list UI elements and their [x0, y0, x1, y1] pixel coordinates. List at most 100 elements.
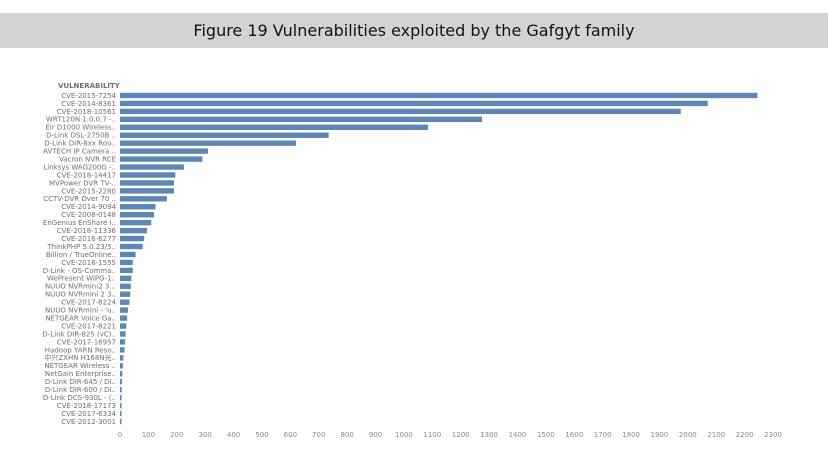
category-label-6: D-Link DIR-8xx Rou.. [44, 140, 116, 148]
bar-21 [120, 259, 133, 266]
bar-7 [120, 148, 209, 154]
category-label-8: Vacron NVR RCE [59, 155, 116, 163]
category-label-3: WRT120N 1.0.0.7 -.. [46, 116, 116, 124]
category-label-21: CVE-2016-1555 [61, 259, 116, 267]
category-label-28: NETGEAR Voice Ga.. [45, 314, 116, 322]
category-label-34: NETGEAR Wireless .. [44, 362, 116, 370]
category-label-1: CVE-2014-8361 [61, 100, 116, 108]
x-tick-label-4: 400 [227, 431, 240, 439]
bar-18 [120, 235, 145, 242]
category-label-18: CVE-2016-6277 [61, 235, 116, 243]
category-label-4: Eir D1000 Wireless.. [45, 124, 116, 132]
category-label-39: CVE-2018-17173 [57, 402, 116, 410]
bar-33 [120, 355, 124, 361]
category-label-40: CVE-2017-6334 [61, 410, 116, 418]
category-label-14: CVE-2014-9094 [61, 203, 116, 211]
category-label-13: CCTV-DVR Over 70 .. [43, 195, 116, 203]
bar-41 [120, 418, 122, 425]
x-tick-label-14: 1400 [509, 431, 527, 439]
x-tick-label-16: 1600 [565, 431, 583, 439]
category-label-35: NetGain Enterprise.. [45, 370, 116, 378]
bar-35 [120, 371, 123, 377]
x-tick-label-2: 200 [170, 431, 183, 439]
category-label-27: NUUO NVRmini - 'u.. [45, 307, 116, 315]
category-label-11: MVPower DVR TV-.. [49, 179, 116, 187]
bar-38 [120, 394, 122, 401]
bar-31 [120, 339, 126, 345]
bar-10 [120, 172, 176, 178]
bar-6 [120, 140, 297, 146]
bar-0 [120, 92, 758, 99]
bar-14 [120, 204, 156, 210]
category-label-38: D-Link DCS-930L - (.. [43, 394, 116, 402]
category-label-15: CVE-2008-0148 [61, 211, 116, 219]
bar-34 [120, 363, 123, 369]
bar-22 [120, 267, 133, 274]
category-label-5: D-Link DSL-2750B .. [46, 132, 116, 140]
bar-9 [120, 164, 184, 170]
bar-37 [120, 386, 122, 393]
x-tick-label-6: 600 [284, 431, 297, 439]
x-tick-label-22: 2200 [736, 431, 754, 439]
bar-5 [120, 132, 329, 138]
bar-32 [120, 347, 125, 353]
bar-16 [120, 219, 152, 226]
category-label-25: NUUO NVRmini 2 3.. [45, 291, 116, 299]
x-tick-label-21: 2100 [707, 431, 725, 439]
bar-26 [120, 299, 130, 305]
bar-11 [120, 180, 174, 186]
category-label-19: ThinkPHP 5.0.23/5.. [46, 243, 116, 251]
bar-17 [120, 227, 147, 234]
bar-29 [120, 323, 127, 329]
x-tick-label-0: 0 [118, 431, 122, 439]
bar-3 [120, 116, 482, 123]
bar-39 [120, 402, 122, 409]
x-tick-label-20: 2000 [679, 431, 697, 439]
x-tick-label-7: 700 [312, 431, 325, 439]
category-label-37: D-Link DIR-600 / DI.. [45, 386, 116, 394]
x-tick-label-12: 1200 [452, 431, 470, 439]
category-label-22: D-Link - OS-Comma.. [43, 267, 116, 275]
x-tick-label-17: 1700 [594, 431, 612, 439]
category-label-10: CVE-2018-14417 [57, 171, 116, 179]
bar-23 [120, 275, 132, 282]
y-axis-title: VULNERABILITY [58, 82, 121, 90]
category-label-30: D-Link DIR-825 (vC).. [42, 330, 116, 338]
bar-4 [120, 124, 429, 130]
bar-2 [120, 108, 681, 115]
category-label-26: CVE-2017-8224 [61, 299, 116, 307]
bar-40 [120, 410, 122, 417]
bar-13 [120, 196, 167, 202]
figure-title: Figure 19 Vulnerabilities exploited by t… [193, 21, 635, 40]
bar-36 [120, 378, 122, 385]
category-label-7: AVTECH IP Camera .. [43, 148, 116, 156]
bar-8 [120, 156, 203, 162]
x-tick-label-13: 1300 [480, 431, 498, 439]
bar-15 [120, 212, 155, 218]
bar-1 [120, 100, 708, 107]
category-label-0: CVE-2015-7254 [61, 92, 116, 100]
category-label-36: D-Link DIR-645 / DI.. [45, 378, 116, 386]
bar-25 [120, 291, 131, 297]
category-label-31: CVE-2017-16957 [57, 338, 116, 346]
category-label-32: Hadoop YARN Reso.. [45, 346, 116, 354]
category-label-20: Billion / TrueOnline.. [46, 251, 116, 259]
category-label-12: CVE-2015-2280 [61, 187, 116, 195]
x-tick-label-10: 1000 [395, 431, 413, 439]
bar-12 [120, 188, 174, 194]
figure-title-bar: Figure 19 Vulnerabilities exploited by t… [0, 13, 828, 48]
x-tick-label-9: 900 [369, 431, 382, 439]
bar-19 [120, 243, 143, 250]
category-label-33: 中兴ZXHN H168N光.. [44, 353, 116, 362]
category-label-29: CVE-2017-8221 [61, 322, 116, 330]
x-tick-label-1: 100 [142, 431, 155, 439]
x-tick-label-18: 1800 [622, 431, 640, 439]
bar-27 [120, 307, 128, 313]
x-tick-label-15: 1500 [537, 431, 555, 439]
x-tick-label-8: 800 [340, 431, 353, 439]
bar-20 [120, 251, 136, 258]
x-tick-label-11: 1100 [423, 431, 441, 439]
x-tick-label-3: 300 [198, 431, 211, 439]
